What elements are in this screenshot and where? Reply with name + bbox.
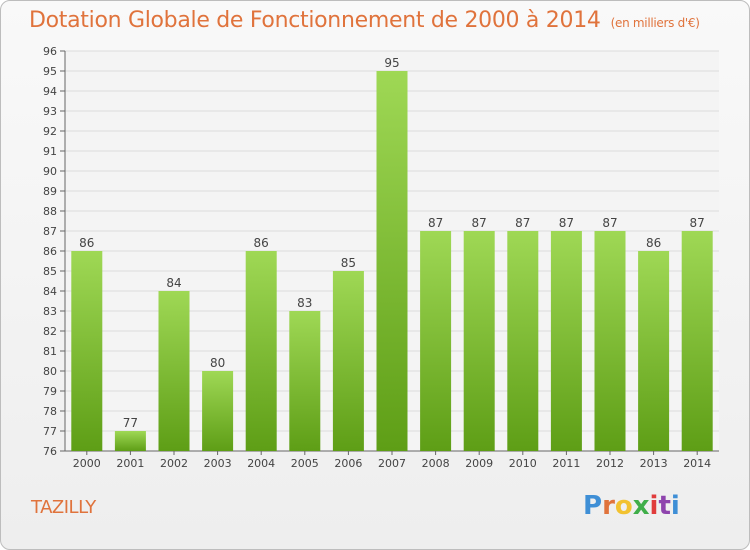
data-label-2013: 86 [646,236,661,250]
logo-letter: i [670,491,680,521]
x-tick-label-2005: 2005 [291,457,319,470]
logo-letter: o [614,491,633,521]
y-tick-label: 90 [43,165,57,178]
data-label-2002: 84 [166,276,181,290]
y-tick-label: 87 [43,225,57,238]
bar-2013 [638,251,670,451]
x-tick-label-2006: 2006 [334,457,362,470]
y-tick-label: 94 [43,85,57,98]
x-tick-label-2003: 2003 [204,457,232,470]
bar-2010 [507,231,539,451]
x-tick-label-2010: 2010 [509,457,537,470]
bar-2004 [245,251,277,451]
x-tick-label-2012: 2012 [596,457,624,470]
x-tick-label-2009: 2009 [465,457,493,470]
logo-letter: t [658,491,671,521]
y-tick-label: 86 [43,245,57,258]
y-tick-label: 92 [43,125,57,138]
bar-2011 [550,231,582,451]
x-tick-label-2014: 2014 [683,457,711,470]
logo-letter: P [583,491,603,521]
x-tick-label-2008: 2008 [422,457,450,470]
bar-2006 [332,271,364,451]
bar-2005 [289,311,321,451]
x-tick-label-2000: 2000 [73,457,101,470]
y-tick-label: 84 [43,285,57,298]
logo-letter: r [602,491,615,521]
bar-2003 [202,371,234,451]
x-tick-label-2013: 2013 [640,457,668,470]
y-tick-label: 89 [43,185,57,198]
x-tick-label-2011: 2011 [552,457,580,470]
data-label-2011: 87 [559,216,574,230]
bar-2008 [420,231,452,451]
y-tick-label: 80 [43,365,57,378]
x-tick-label-2004: 2004 [247,457,275,470]
y-tick-label: 77 [43,425,57,438]
data-label-2003: 80 [210,356,225,370]
data-label-2012: 87 [602,216,617,230]
bar-2009 [463,231,495,451]
y-tick-label: 91 [43,145,57,158]
data-label-2005: 83 [297,296,312,310]
proxiti-logo: Proxiti [583,491,680,521]
y-tick-label: 85 [43,265,57,278]
data-label-2008: 87 [428,216,443,230]
logo-letter: i [649,491,659,521]
y-tick-label: 81 [43,345,57,358]
data-label-2014: 87 [690,216,705,230]
chart-unit: (en milliers d'€) [610,16,700,30]
logo-letter: x [632,491,650,521]
bar-2007 [376,71,408,451]
y-tick-label: 83 [43,305,57,318]
x-tick-label-2007: 2007 [378,457,406,470]
chart-title: Dotation Globale de Fonctionnement de 20… [29,8,700,33]
y-tick-label: 76 [43,445,57,458]
y-tick-label: 82 [43,325,57,338]
bar-2000 [71,251,103,451]
x-tick-label-2001: 2001 [116,457,144,470]
y-tick-label: 96 [43,45,57,58]
data-label-2001: 77 [123,416,138,430]
data-label-2006: 85 [341,256,356,270]
bar-2001 [114,431,146,451]
data-label-2004: 86 [254,236,269,250]
y-tick-label: 78 [43,405,57,418]
x-tick-label-2002: 2002 [160,457,188,470]
data-label-2009: 87 [472,216,487,230]
chart-title-text: Dotation Globale de Fonctionnement de 20… [29,8,601,33]
y-tick-label: 95 [43,65,57,78]
data-label-2007: 95 [384,56,399,70]
bar-2014 [681,231,713,451]
y-tick-label: 88 [43,205,57,218]
data-label-2010: 87 [515,216,530,230]
data-label-2000: 86 [79,236,94,250]
y-tick-label: 79 [43,385,57,398]
y-tick-label: 93 [43,105,57,118]
commune-name: TAZILLY [31,497,96,518]
bar-2002 [158,291,190,451]
bar-2012 [594,231,626,451]
